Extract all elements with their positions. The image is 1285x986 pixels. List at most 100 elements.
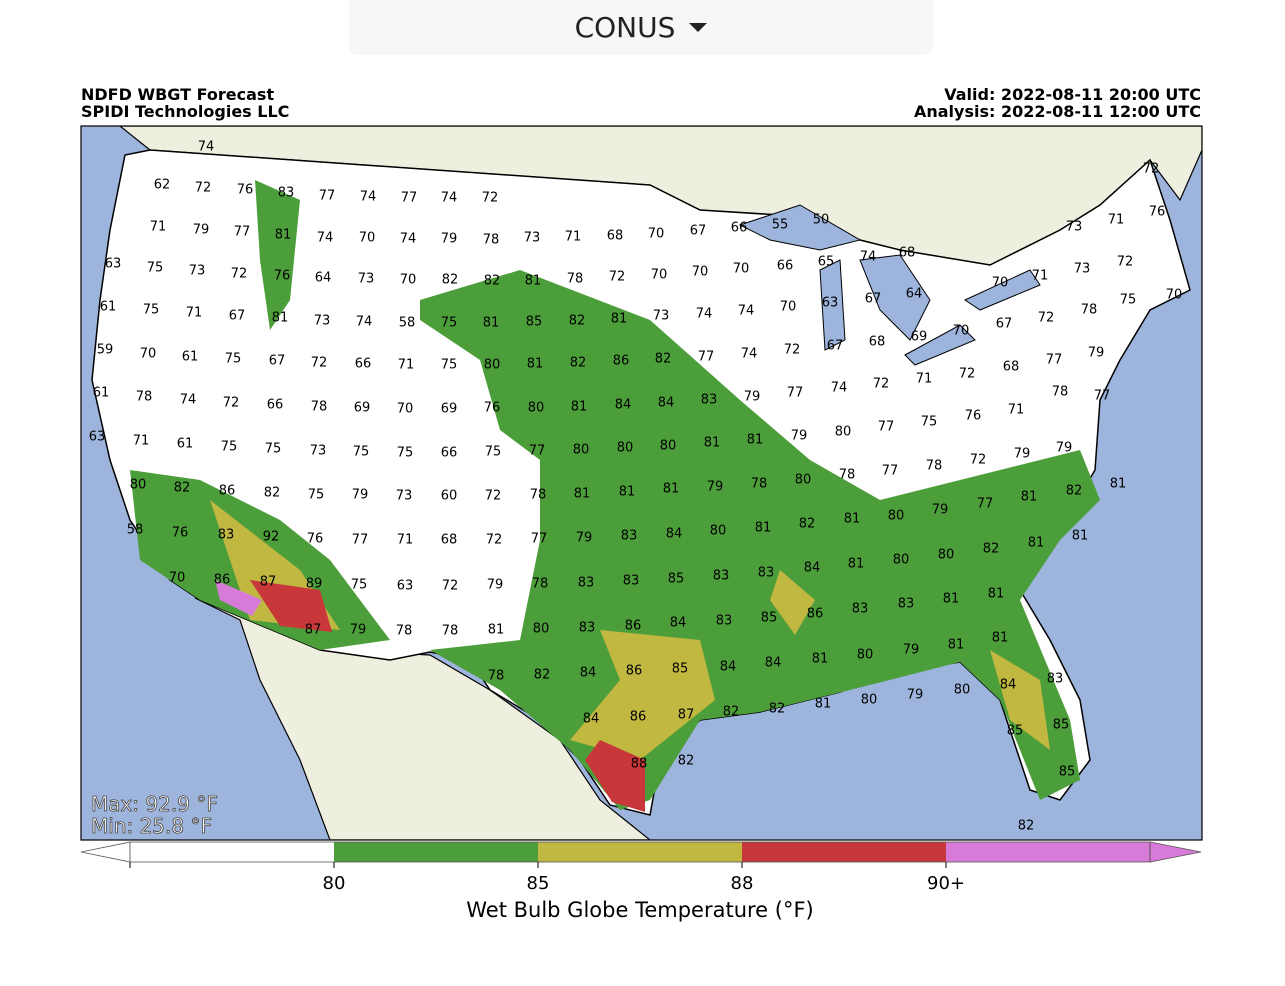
station-value: 63 bbox=[822, 296, 839, 311]
station-value: 86 bbox=[630, 710, 647, 725]
station-value: 83 bbox=[898, 597, 915, 612]
station-value: 78 bbox=[311, 400, 328, 415]
station-value: 79 bbox=[932, 503, 949, 518]
station-value: 69 bbox=[911, 330, 928, 345]
station-value: 68 bbox=[869, 335, 886, 350]
colorbar-tick-label: 90+ bbox=[927, 873, 965, 894]
station-value: 74 bbox=[738, 304, 755, 319]
station-value: 71 bbox=[916, 372, 933, 387]
station-value: 83 bbox=[713, 569, 730, 584]
station-value: 77 bbox=[401, 191, 418, 206]
station-value: 85 bbox=[526, 315, 543, 330]
wbgt-85-88 bbox=[990, 650, 1050, 750]
station-value: 67 bbox=[690, 224, 707, 239]
station-value: 88 bbox=[631, 757, 648, 772]
station-value: 86 bbox=[214, 573, 231, 588]
station-value: 79 bbox=[744, 390, 761, 405]
station-value: 82 bbox=[983, 542, 1000, 557]
station-value: 86 bbox=[613, 354, 630, 369]
station-value: 83 bbox=[623, 574, 640, 589]
station-value: 80 bbox=[938, 548, 955, 563]
wbgt-80-85 bbox=[255, 180, 300, 330]
station-value: 75 bbox=[221, 440, 238, 455]
station-value: 71 bbox=[150, 220, 167, 235]
station-value: 82 bbox=[1066, 484, 1083, 499]
station-value: 80 bbox=[528, 401, 545, 416]
station-value: 80 bbox=[617, 441, 634, 456]
station-value: 70 bbox=[169, 571, 186, 586]
station-value: 78 bbox=[1081, 303, 1098, 318]
station-value: 79 bbox=[576, 531, 593, 546]
station-value: 63 bbox=[89, 430, 106, 445]
station-value: 83 bbox=[758, 566, 775, 581]
station-value: 71 bbox=[1008, 403, 1025, 418]
station-value: 64 bbox=[315, 271, 332, 286]
min-label: Min: 25.8 °F bbox=[91, 814, 212, 838]
station-value: 81 bbox=[844, 512, 861, 527]
valid-time: Valid: 2022-08-11 20:00 UTC bbox=[944, 85, 1201, 104]
station-value: 75 bbox=[397, 446, 414, 461]
station-value: 71 bbox=[1108, 213, 1125, 228]
station-value: 83 bbox=[701, 393, 718, 408]
station-value: 79 bbox=[193, 223, 210, 238]
station-value: 64 bbox=[906, 287, 923, 302]
station-value: 77 bbox=[319, 189, 336, 204]
station-value: 77 bbox=[698, 350, 715, 365]
station-value: 81 bbox=[988, 587, 1005, 602]
station-value: 78 bbox=[396, 624, 413, 639]
station-value: 81 bbox=[1072, 529, 1089, 544]
station-value: 74 bbox=[831, 381, 848, 396]
station-value: 82 bbox=[484, 274, 501, 289]
station-value: 73 bbox=[189, 264, 206, 279]
station-value: 71 bbox=[397, 533, 414, 548]
station-value: 86 bbox=[625, 619, 642, 634]
station-value: 76 bbox=[172, 526, 189, 541]
station-value: 79 bbox=[350, 623, 367, 638]
station-value: 72 bbox=[485, 489, 502, 504]
station-value: 61 bbox=[182, 350, 199, 365]
station-value: 72 bbox=[195, 181, 212, 196]
station-value: 77 bbox=[787, 386, 804, 401]
station-value: 87 bbox=[305, 623, 322, 638]
station-value: 79 bbox=[791, 429, 808, 444]
station-value: 81 bbox=[619, 485, 636, 500]
wbgt-85-88 bbox=[770, 570, 815, 635]
colorbar-segment bbox=[742, 842, 946, 862]
station-value: 70 bbox=[651, 268, 668, 283]
dropdown-label: CONUS bbox=[574, 11, 676, 44]
colorbar-tick-label: 80 bbox=[323, 873, 346, 894]
station-value: 78 bbox=[532, 577, 549, 592]
station-value: 75 bbox=[351, 578, 368, 593]
station-value: 73 bbox=[314, 314, 331, 329]
station-value: 72 bbox=[959, 367, 976, 382]
station-value: 81 bbox=[527, 357, 544, 372]
station-value: 82 bbox=[442, 273, 459, 288]
wbgt-80-85 bbox=[420, 270, 1100, 810]
station-value: 73 bbox=[653, 309, 670, 324]
station-value: 79 bbox=[1014, 447, 1031, 462]
station-value: 70 bbox=[692, 265, 709, 280]
station-value: 77 bbox=[531, 532, 548, 547]
station-value: 81 bbox=[483, 316, 500, 331]
station-value: 58 bbox=[399, 316, 416, 331]
region-dropdown[interactable]: CONUS bbox=[349, 0, 933, 55]
station-value: 85 bbox=[672, 662, 689, 677]
station-value: 78 bbox=[483, 233, 500, 248]
station-value: 82 bbox=[570, 356, 587, 371]
station-value: 63 bbox=[397, 579, 414, 594]
station-value: 77 bbox=[1046, 353, 1063, 368]
station-value: 82 bbox=[569, 314, 586, 329]
station-value: 72 bbox=[223, 396, 240, 411]
station-value: 85 bbox=[761, 611, 778, 626]
station-value: 76 bbox=[237, 183, 254, 198]
station-value: 67 bbox=[827, 339, 844, 354]
station-value: 72 bbox=[231, 267, 248, 282]
station-value: 81 bbox=[1110, 477, 1127, 492]
station-value: 71 bbox=[398, 358, 415, 373]
station-value: 82 bbox=[174, 481, 191, 496]
station-value: 70 bbox=[359, 231, 376, 246]
station-value: 76 bbox=[965, 409, 982, 424]
station-value: 66 bbox=[731, 221, 748, 236]
station-value: 76 bbox=[484, 401, 501, 416]
